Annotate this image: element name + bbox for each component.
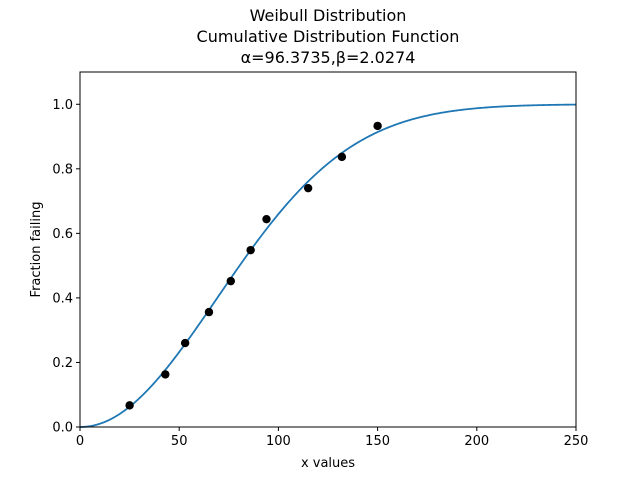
chart-parameters: α=96.3735,β=2.0274 <box>240 48 416 67</box>
y-axis: 0.0 0.2 0.4 0.6 0.8 1.0 <box>52 98 80 436</box>
y-tick-label: 0.8 <box>52 162 73 177</box>
y-tick-label: 0.0 <box>52 421 73 436</box>
axes-frame <box>79 71 577 428</box>
x-axis: 0 50 100 150 200 250 <box>76 427 589 449</box>
x-axis-label: x values <box>301 456 355 471</box>
data-point <box>180 338 190 348</box>
x-tick-label: 50 <box>171 434 188 449</box>
x-tick-label: 250 <box>564 434 589 449</box>
data-point <box>226 276 235 286</box>
data-point <box>161 370 170 379</box>
data-point <box>303 183 313 193</box>
data-point <box>337 152 347 162</box>
data-point <box>373 121 382 131</box>
data-point <box>262 214 271 224</box>
x-tick-label: 100 <box>266 434 291 449</box>
data-point <box>125 401 134 410</box>
y-tick-label: 0.4 <box>52 291 73 306</box>
data-point <box>204 307 214 317</box>
y-tick-label: 1.0 <box>52 98 73 113</box>
x-tick-label: 0 <box>76 434 84 449</box>
x-tick-label: 200 <box>464 434 489 449</box>
y-tick-label: 0.2 <box>52 356 73 371</box>
x-tick-label: 150 <box>365 434 390 449</box>
data-point <box>246 245 255 255</box>
cdf-curve <box>79 103 577 428</box>
chart-subtitle: Cumulative Distribution Function <box>196 27 460 46</box>
plot-area <box>79 103 577 428</box>
chart-title: Weibull Distribution <box>249 6 407 25</box>
y-tick-label: 0.6 <box>52 227 73 242</box>
y-axis-label: Fraction failing <box>29 202 44 298</box>
